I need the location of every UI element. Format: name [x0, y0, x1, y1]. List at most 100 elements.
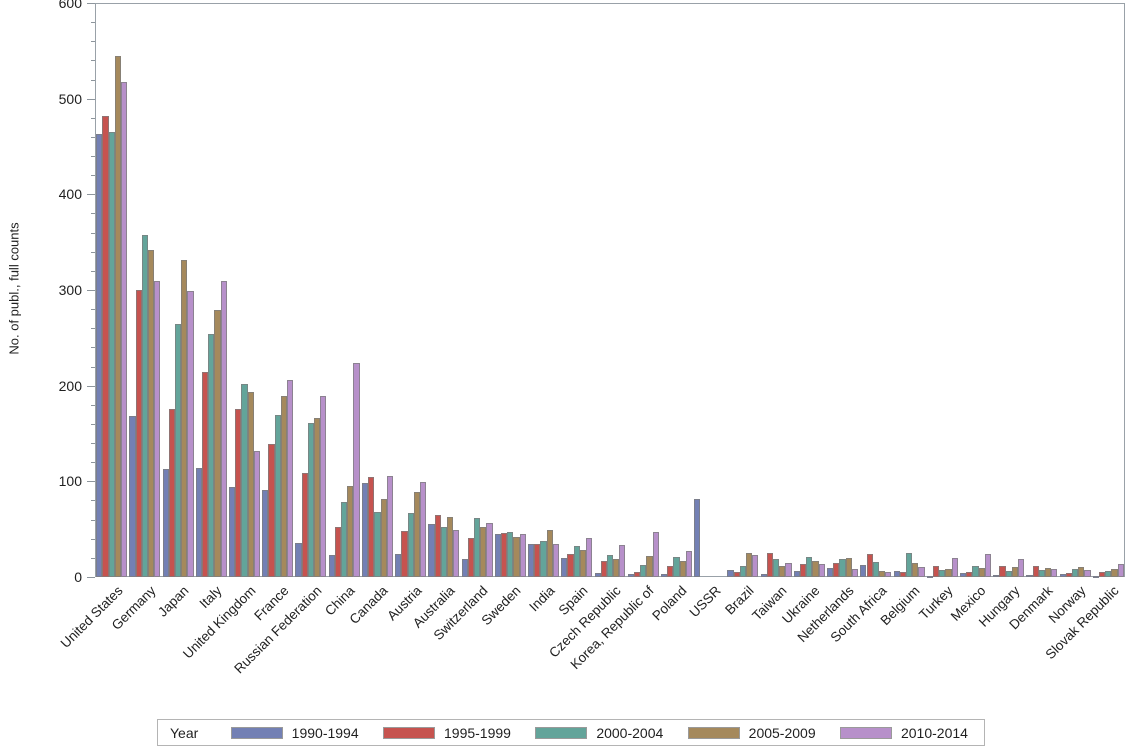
- bar: [446, 516, 454, 577]
- y-minor-tick: [91, 462, 95, 464]
- bar: [945, 569, 952, 577]
- bar: [984, 554, 991, 577]
- bar: [633, 572, 641, 577]
- bar: [600, 560, 607, 577]
- y-tick-label: 600: [58, 0, 82, 11]
- bar: [407, 512, 414, 577]
- bar: [1078, 567, 1085, 577]
- y-major-tick: [87, 194, 95, 196]
- bar: [785, 562, 792, 577]
- y-minor-tick: [91, 156, 95, 158]
- bar: [528, 544, 535, 577]
- bar: [201, 372, 209, 577]
- bar: [959, 573, 967, 577]
- bar: [660, 574, 668, 577]
- bar: [586, 537, 593, 577]
- bar: [480, 527, 487, 577]
- bar: [268, 444, 275, 577]
- bar: [972, 566, 979, 577]
- y-tick-label: 300: [58, 282, 82, 298]
- bar: [951, 557, 958, 577]
- bar: [561, 557, 568, 577]
- bar: [187, 290, 194, 577]
- bar: [885, 572, 892, 577]
- legend-swatch: [839, 726, 892, 739]
- y-minor-tick: [91, 309, 95, 311]
- y-major-tick: [87, 481, 95, 483]
- bar: [893, 571, 900, 577]
- y-minor-tick: [91, 117, 95, 119]
- bar: [966, 572, 973, 577]
- bar: [540, 540, 547, 577]
- y-tick-label: 200: [58, 377, 82, 394]
- bar: [646, 555, 653, 577]
- legend-swatch: [383, 726, 435, 739]
- bar: [613, 558, 620, 577]
- legend-title: Year: [170, 724, 199, 741]
- bar: [214, 310, 221, 577]
- bar: [552, 543, 560, 577]
- bar: [1117, 563, 1124, 577]
- bar: [739, 566, 746, 577]
- bar: [534, 544, 541, 577]
- bar: [419, 482, 427, 577]
- bar: [1105, 571, 1112, 577]
- bar: [860, 564, 867, 577]
- bar: [368, 476, 375, 577]
- bar: [154, 281, 161, 577]
- legend-entry-label: 2010-2014: [900, 724, 968, 741]
- bar: [818, 563, 825, 577]
- bar: [129, 416, 136, 577]
- bar: [141, 235, 148, 577]
- bar: [380, 498, 387, 577]
- bar: [573, 546, 580, 577]
- bar: [262, 489, 269, 577]
- bar: [733, 572, 740, 577]
- bar: [567, 554, 574, 577]
- bar: [247, 392, 254, 577]
- bar: [434, 514, 441, 577]
- y-tick-label: 0: [74, 569, 82, 585]
- bar: [96, 134, 103, 577]
- bar: [401, 531, 408, 577]
- y-major-tick: [87, 290, 95, 291]
- bar: [1005, 571, 1012, 577]
- bar: [181, 260, 188, 577]
- bar: [174, 324, 182, 577]
- bar: [1038, 570, 1046, 577]
- bar: [1111, 569, 1118, 577]
- bar: [220, 281, 227, 577]
- bar: [878, 571, 886, 577]
- legend-entry-label: 1995-1999: [444, 724, 511, 741]
- bar: [1051, 569, 1058, 577]
- bar: [229, 487, 236, 577]
- bar: [627, 574, 634, 577]
- y-minor-tick: [91, 538, 95, 540]
- bar: [619, 545, 626, 577]
- bar: [295, 542, 302, 577]
- bar: [760, 574, 767, 577]
- bar: [147, 249, 155, 577]
- bar: [307, 422, 315, 577]
- legend-entry: 2005-2009: [687, 725, 816, 741]
- bar: [374, 511, 381, 577]
- bar: [752, 554, 759, 577]
- bar: [932, 566, 940, 577]
- bar: [779, 565, 786, 577]
- bar: [395, 554, 402, 577]
- bar: [939, 570, 946, 577]
- bar: [993, 575, 1000, 578]
- bar: [851, 569, 859, 577]
- bar: [347, 486, 354, 577]
- bar: [1059, 574, 1066, 577]
- bar: [320, 396, 327, 577]
- bar: [866, 554, 873, 577]
- legend-entry: 2010-2014: [839, 724, 968, 741]
- y-minor-tick: [91, 423, 95, 425]
- y-minor-tick: [91, 347, 95, 349]
- bar: [353, 362, 360, 577]
- legend-box: Year 1990-1994 1995-1999 2000-2004 2005-200…: [157, 719, 985, 746]
- y-major-tick: [87, 98, 95, 100]
- bar: [839, 558, 846, 577]
- bar: [507, 532, 514, 577]
